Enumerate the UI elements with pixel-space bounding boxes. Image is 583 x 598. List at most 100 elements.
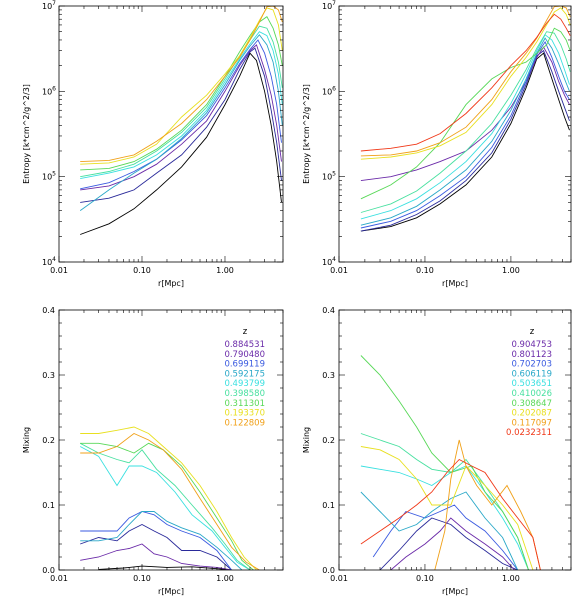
y-tick-label: 105 [322, 171, 336, 182]
series-line-navy [80, 523, 232, 570]
legend-entry: 0.193370 [224, 409, 265, 419]
x-tick-label: 0.01 [330, 266, 348, 275]
series-line-black [360, 52, 570, 232]
x-tick-label: 1.00 [216, 574, 234, 583]
y-tick-label: 0.1 [42, 501, 55, 510]
x-tick-label: 1.00 [502, 574, 520, 583]
series-line-green [80, 442, 254, 570]
x-tick-label: 0.10 [133, 574, 151, 583]
series-line-yellow [80, 426, 257, 570]
legend-entry: 0.699119 [224, 360, 265, 370]
x-axis-title: r[Mpc] [158, 279, 184, 288]
plot-frame [338, 5, 572, 263]
legend-entry: 0.702703 [511, 360, 552, 370]
legend-entry: 0.398580 [224, 389, 265, 399]
series-line-mint [79, 442, 251, 570]
series-line-navy [360, 49, 570, 232]
legend-entry: 0.410026 [511, 389, 552, 399]
series-group [79, 426, 260, 570]
chart-panel-top-right: 0.01 0.10 1.00 104 105 106 107 r[Mpc] Entropy [k… [302, 0, 572, 288]
y-axis-title: Mixing [22, 427, 31, 453]
legend-title: z [243, 327, 248, 337]
legend-entry: 0.790480 [224, 350, 265, 360]
y-tick-label: 0.2 [42, 436, 55, 445]
series-line-cyan [360, 34, 570, 220]
y-tick-label: 0.0 [322, 566, 335, 575]
chart-panel-top-left: 0.01 0.10 1.00 104 105 106 107 r[Mpc] Entropy [k… [22, 0, 284, 288]
y-tick-label: 107 [42, 0, 56, 11]
legend-entry: 0.117097 [511, 418, 552, 428]
x-tick-label: 0.10 [133, 266, 151, 275]
legend: z 0.9047530.8011230.7027030.6061190.50365… [506, 327, 552, 438]
series-line-yellow [360, 7, 571, 160]
series-line-navy [379, 517, 518, 570]
y-axis-title: Entropy [k*cm^2/g^2/3] [302, 84, 311, 184]
series-line-purple [80, 44, 282, 191]
series-line-green [360, 355, 529, 570]
y-axis-title: Mixing [302, 427, 311, 453]
y-axis-title: Entropy [k*cm^2/g^2/3] [22, 84, 31, 184]
legend-entry: 0.904753 [511, 340, 552, 350]
x-axis-title: r[Mpc] [442, 279, 468, 288]
series-line-orange [80, 432, 260, 570]
legend-entry: 0.311301 [224, 399, 265, 409]
y-tick-label: 0.1 [322, 501, 335, 510]
x-axis-title: r[Mpc] [442, 587, 468, 596]
legend: z 0.8845310.7904800.6991190.5921750.49379… [224, 327, 265, 428]
series-line-cyan [79, 446, 251, 570]
series-line-green [360, 27, 571, 200]
y-tick-label: 0.4 [322, 306, 335, 315]
series-line-navy [80, 47, 282, 203]
legend-entry: 0.493799 [224, 379, 265, 389]
series-line-red [360, 13, 571, 152]
legend-entry: 0.503651 [511, 379, 552, 389]
series-group [360, 355, 541, 570]
series-line-yellow [360, 446, 534, 570]
series-line-teal [79, 34, 283, 211]
series-line-blue [360, 40, 570, 229]
y-tick-label: 104 [322, 256, 336, 267]
x-tick-label: 0.01 [330, 574, 348, 583]
series-line-purple [80, 543, 232, 570]
series-line-red [360, 458, 541, 570]
y-tick-label: 0.3 [322, 371, 335, 380]
series-line-black [80, 52, 282, 235]
series-line-cyan [80, 31, 283, 180]
x-tick-label: 0.10 [416, 574, 434, 583]
legend-title: z [530, 327, 535, 337]
legend-entry: 0.308647 [511, 399, 552, 409]
y-tick-label: 107 [322, 0, 336, 11]
y-tick-label: 105 [42, 171, 56, 182]
legend-entry: 0.801123 [511, 350, 552, 360]
plot-frame [58, 5, 284, 263]
y-tick-label: 0.2 [322, 436, 335, 445]
y-tick-label: 0.0 [42, 566, 55, 575]
x-tick-label: 0.01 [50, 266, 68, 275]
series-line-purple [390, 517, 515, 570]
legend-entry: 0.122809 [224, 418, 265, 428]
series-line-teal [360, 37, 570, 226]
y-tick-label: 0.3 [42, 371, 55, 380]
y-tick-label: 104 [42, 256, 56, 267]
y-tick-label: 106 [322, 85, 336, 96]
chart-panel-bottom-right: 0.01 0.10 1.00 0.0 0.1 0.2 0.3 0.4 r[Mpc] Mixing z… [302, 306, 572, 596]
series-line-orange [434, 439, 541, 570]
legend-entry: 0.0232311 [506, 428, 552, 438]
x-tick-label: 1.00 [216, 266, 234, 275]
series-line-yellow [80, 7, 283, 165]
y-tick-label: 106 [42, 85, 56, 96]
series-line-blue [80, 511, 232, 570]
series-line-mint [360, 31, 571, 213]
x-axis-title: r[Mpc] [158, 587, 184, 596]
series-line-green [80, 16, 283, 171]
legend-entry: 0.592175 [224, 369, 265, 379]
legend-entry: 0.202087 [511, 409, 552, 419]
series-line-blue [80, 39, 282, 190]
chart-panel-bottom-left: 0.01 0.10 1.00 0.0 0.1 0.2 0.3 0.4 r[Mpc] Mixing z… [22, 306, 284, 596]
x-tick-label: 0.01 [50, 574, 68, 583]
legend-entry: 0.884531 [224, 340, 265, 350]
y-tick-label: 0.4 [42, 306, 55, 315]
x-tick-label: 0.10 [416, 266, 434, 275]
